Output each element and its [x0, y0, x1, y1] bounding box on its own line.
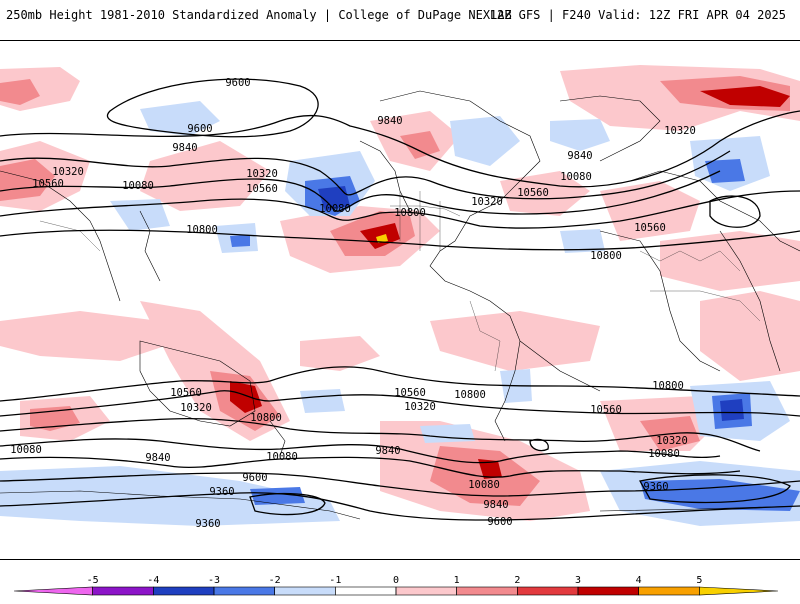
colorbar-segment [13, 586, 93, 596]
colorbar-segment [395, 586, 457, 596]
colorbar-segment [335, 586, 397, 596]
contour-label: 10560 [246, 183, 278, 195]
max-anomaly-core [376, 234, 388, 243]
contour-label: 10560 [517, 187, 549, 199]
contour-label: 9840 [377, 115, 402, 127]
colorbar-segment [456, 586, 518, 596]
contour-label: 10800 [186, 224, 218, 236]
map-title: 250mb Height 1981-2010 Standardized Anom… [6, 8, 512, 22]
contour-label: 9600 [487, 516, 512, 528]
contour-label-group: 9600 9600 9840 10320 10560 10080 10320 1… [10, 77, 696, 530]
map-panel: 9600 9600 9840 10320 10560 10080 10320 1… [0, 40, 800, 560]
height-contours [0, 78, 800, 521]
colorbar-tick-label: -1 [329, 575, 341, 586]
colorbar-tick-label: 3 [575, 575, 581, 586]
contour-label: 10800 [250, 412, 282, 424]
contour-label: 10560 [394, 387, 426, 399]
contour-label: 10560 [590, 404, 622, 416]
coastlines [0, 90, 800, 520]
contour-label: 10800 [454, 389, 486, 401]
contour-label: 9840 [375, 445, 400, 457]
contour-label: 9360 [643, 481, 668, 493]
colorbar-tick-label: 0 [393, 575, 399, 586]
contour-label: 9600 [242, 472, 267, 484]
negative-anomaly-shading-strong [230, 159, 800, 511]
colorbar-tick-label: 1 [454, 575, 460, 586]
contour-label: 10320 [180, 402, 212, 414]
anomaly-map: 9600 9600 9840 10320 10560 10080 10320 1… [0, 41, 800, 559]
contour-label: 10320 [664, 125, 696, 137]
colorbar-segment [699, 586, 779, 596]
colorbar-segment [577, 586, 639, 596]
contour-label: 10560 [32, 178, 64, 190]
contour-label: 10320 [246, 168, 278, 180]
colorbar-tick-label: -4 [147, 575, 159, 586]
contour-label: 10080 [560, 171, 592, 183]
colorbar-segment [153, 586, 215, 596]
contour-label: 10320 [656, 435, 688, 447]
colorbar-svg: -5 -4 -3 -2 -1 0 1 2 3 4 5 [13, 575, 779, 596]
contour-label: 10800 [394, 207, 426, 219]
colorbar: -5 -4 -3 -2 -1 0 1 2 3 4 5 [0, 570, 800, 600]
contour-label: 9840 [567, 150, 592, 162]
colorbar-segment [274, 586, 336, 596]
contour-label: 10320 [404, 401, 436, 413]
contour-label: 10080 [648, 448, 680, 460]
contour-label: 10560 [634, 222, 666, 234]
colorbar-tick-label: -3 [208, 575, 220, 586]
contour-label: 9840 [172, 142, 197, 154]
contour-label: 10320 [52, 166, 84, 178]
colorbar-segment [92, 586, 154, 596]
contour-label: 9360 [209, 486, 234, 498]
contour-label: 9360 [195, 518, 220, 530]
colorbar-segment [213, 586, 275, 596]
colorbar-segment [638, 586, 700, 596]
contour-label: 9600 [225, 77, 250, 89]
contour-label: 10080 [122, 180, 154, 192]
colorbar-tick-label: 2 [514, 575, 520, 586]
contour-label: 10080 [266, 451, 298, 463]
contour-label: 10560 [170, 387, 202, 399]
contour-label: 9840 [483, 499, 508, 511]
contour-label: 10800 [590, 250, 622, 262]
contour-label: 10080 [468, 479, 500, 491]
colorbar-tick-label: 5 [696, 575, 702, 586]
contour-label: 10080 [10, 444, 42, 456]
header: 250mb Height 1981-2010 Standardized Anom… [0, 0, 800, 28]
contour-label: 10320 [471, 196, 503, 208]
colorbar-tick-label: 4 [636, 575, 642, 586]
contour-label: 9600 [187, 123, 212, 135]
contour-label: 10800 [652, 380, 684, 392]
run-info: 12Z GFS | F240 Valid: 12Z FRI APR 04 202… [489, 8, 786, 22]
colorbar-tick-label: -2 [269, 575, 281, 586]
colorbar-segment [517, 586, 579, 596]
contour-label: 10080 [319, 203, 351, 215]
contour-label: 9840 [145, 452, 170, 464]
colorbar-tick-label: -5 [87, 575, 99, 586]
